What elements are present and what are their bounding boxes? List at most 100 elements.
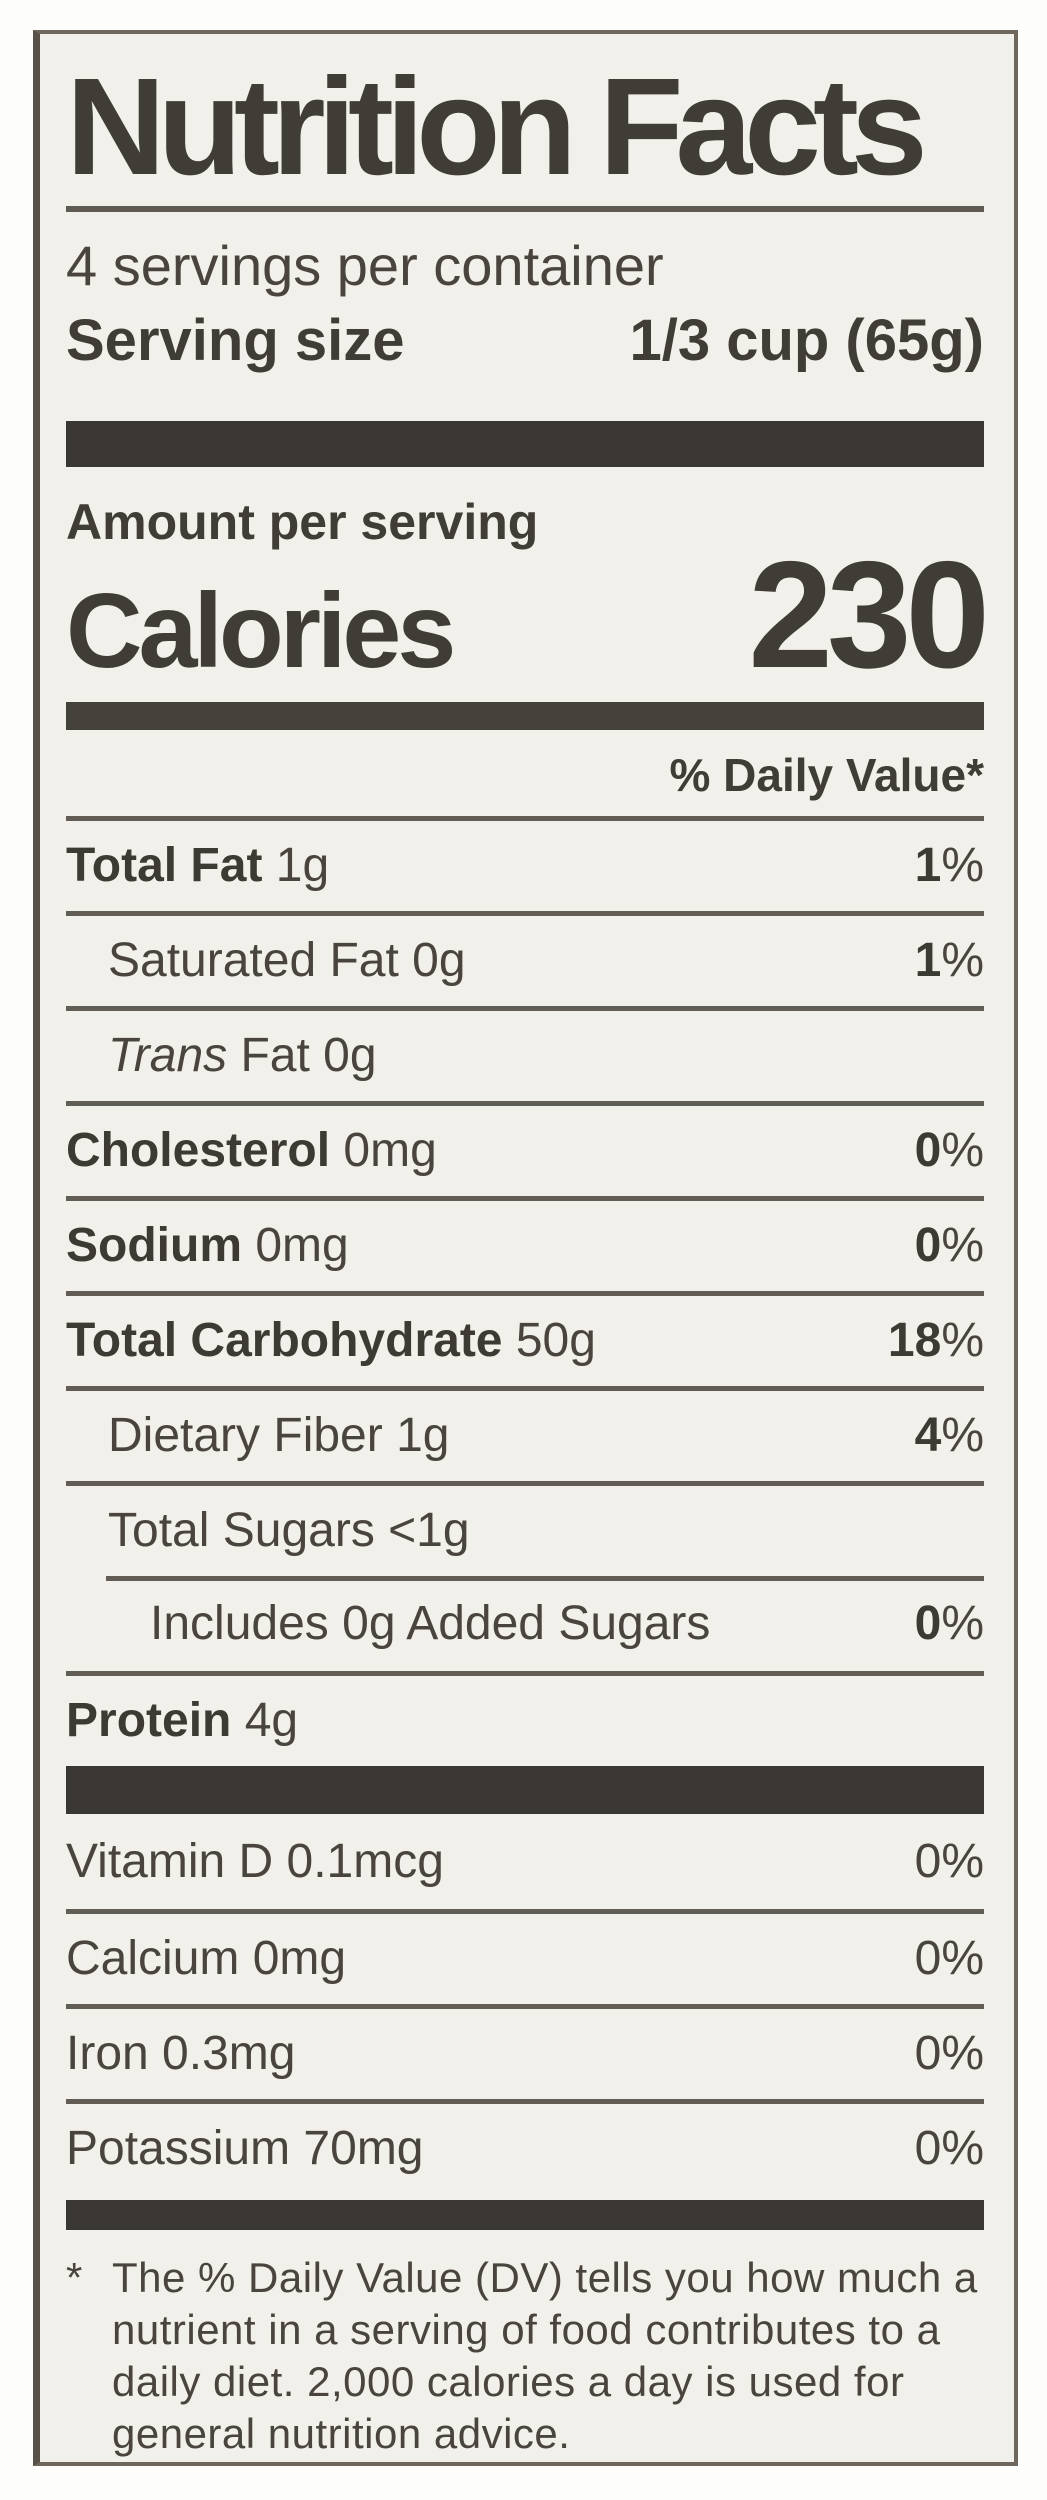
daily-value-number: 4 [914,1409,942,1463]
nutrient-row: Includes 0g Added Sugars 0% [66,1575,984,1671]
nutrient-name: Dietary Fiber [108,1409,383,1463]
nutrient-name: Cholesterol [66,1124,331,1178]
daily-value-number: 0 [914,1124,942,1178]
thick-divider-top [66,420,984,467]
daily-value-percent-sign: % [941,1596,984,1650]
label-title: Nutrition Facts [66,50,928,204]
calories-row: Calories 230 [66,529,990,700]
nutrient-name-and-amount: Includes 0g Added Sugars [66,1596,710,1651]
daily-value-percent-sign: % [941,1219,984,1273]
daily-value-percent-sign: % [941,1932,984,1986]
nutrient-name-and-amount: Sodium 0mg [66,1218,349,1273]
nutrient-amount: 0g [398,934,466,988]
nutrient-amount: 50g [502,1314,596,1368]
nutrient-name-and-amount: Cholesterol 0mg [66,1123,437,1178]
nutrient-name: Potassium [66,2122,291,2176]
nutrient-daily-value: 1% [915,838,984,893]
amount-per-serving-label: Amount per serving [66,493,539,550]
nutrient-daily-value: 4% [915,1408,984,1463]
nutrient-row: Iron 0.3mg 0% [66,2003,984,2099]
nutrient-amount: 0.1mcg [273,1834,444,1888]
nutrient-name: Calcium [66,1932,240,1986]
nutrient-name-and-amount: Total Sugars <1g [66,1503,470,1558]
nutrient-name: Total Carbohydrate [66,1314,503,1368]
nutrient-name-and-amount: Trans Fat 0g [66,1028,377,1083]
nutrient-name: Vitamin D [66,1834,274,1888]
daily-value-percent-sign: % [941,1314,984,1368]
nutrient-name: Sodium [66,1219,242,1273]
nutrient-daily-value: 0% [915,2121,984,2176]
nutrition-facts-label: Nutrition Facts 4 servings per container… [33,30,1018,2466]
medium-divider [66,701,984,730]
nutrient-amount: 70mg [290,2122,424,2176]
nutrient-name-and-amount: Calcium 0mg [66,1931,346,1986]
nutrient-row: Dietary Fiber 1g 4% [66,1385,984,1481]
nutrient-row: Total Sugars <1g [66,1480,984,1576]
thick-divider-middle [66,1765,984,1814]
daily-value-number: 0 [914,1834,942,1888]
nutrient-name-and-amount: Total Fat 1g [66,838,329,893]
nutrient-amount: <1g [374,1504,470,1558]
footnote: * The % Daily Value (DV) tells you how m… [66,2252,984,2460]
daily-value-percent-sign: % [941,1124,984,1178]
nutrient-daily-value: 0% [915,2026,984,2081]
nutrient-amount: 0g [309,1029,377,1083]
nutrient-name: Total Sugars [108,1504,375,1558]
nutrient-amount: 0.3mg [148,2027,296,2081]
serving-size-row: Serving size 1/3 cup (65g) [66,308,984,375]
daily-value-percent-sign: % [941,1834,984,1888]
daily-value-number: 0 [914,1932,942,1986]
nutrient-daily-value: 0% [915,1218,984,1273]
nutrient-daily-value: 0% [915,1931,984,1986]
nutrient-row: Vitamin D 0.1mcg 0% [66,1814,984,1909]
nutrient-row: Calcium 0mg 0% [66,1908,984,2004]
nutrient-row: Cholesterol 0mg 0% [66,1100,984,1196]
nutrient-row: Protein 4g [66,1670,984,1766]
daily-value-number: 0 [914,1219,942,1273]
nutrient-amount: 0mg [242,1219,349,1273]
calories-value: 230 [748,529,990,700]
nutrient-name: Fat [227,1029,310,1083]
footnote-text: The % Daily Value (DV) tells you how muc… [112,2253,978,2457]
daily-value-percent-sign: % [941,934,984,988]
nutrient-rows: Total Fat 1g 1% Saturated Fat 0g 1% Trans Fa… [66,815,984,1766]
nutrient-row: Total Carbohydrate 50g 18% [66,1290,984,1386]
nutrient-amount: 0mg [239,1932,347,1986]
daily-value-number: 0 [914,1596,942,1650]
daily-value-number: 0 [914,2027,942,2081]
daily-value-percent-sign: % [941,1409,984,1463]
nutrient-name: Iron [66,2027,149,2081]
nutrient-name: Total Fat [66,839,263,893]
nutrient-name: Includes 0g Added Sugars [150,1596,711,1650]
nutrient-daily-value: 0% [915,1834,984,1889]
nutrient-row: Saturated Fat 0g 1% [66,910,984,1006]
servings-per-container: 4 servings per container [66,233,664,297]
calories-label: Calories [66,571,456,690]
nutrient-row: Total Fat 1g 1% [66,815,984,911]
serving-size-label: Serving size [66,307,405,373]
nutrient-row: Trans Fat 0g [66,1005,984,1101]
nutrient-daily-value: 18% [888,1313,984,1368]
nutrient-amount: 1g [382,1409,450,1463]
daily-value-number: 18 [887,1314,942,1368]
vitamin-rows: Vitamin D 0.1mcg 0% Calcium 0mg 0% Iron 0.3m… [66,1814,984,2194]
nutrient-row: Potassium 70mg 0% [66,2098,984,2194]
nutrient-daily-value: 0% [915,1596,984,1651]
nutrient-daily-value: 0% [915,1123,984,1178]
nutrient-name-and-amount: Saturated Fat 0g [66,933,466,988]
daily-value-percent-sign: % [941,2122,984,2176]
nutrient-amount: 0mg [330,1124,437,1178]
nutrient-name-italic: Trans [108,1029,228,1083]
footnote-asterisk: * [66,2253,83,2301]
daily-value-number: 1 [914,934,942,988]
title-divider [66,205,984,212]
daily-value-percent-sign: % [941,2027,984,2081]
nutrient-name-and-amount: Dietary Fiber 1g [66,1408,449,1463]
daily-value-number: 1 [914,839,942,893]
nutrient-name-and-amount: Potassium 70mg [66,2121,424,2176]
nutrient-amount: 4g [231,1694,299,1748]
nutrient-amount: 1g [262,839,330,893]
daily-value-percent-sign: % [941,839,984,893]
nutrient-name-and-amount: Iron 0.3mg [66,2026,295,2081]
